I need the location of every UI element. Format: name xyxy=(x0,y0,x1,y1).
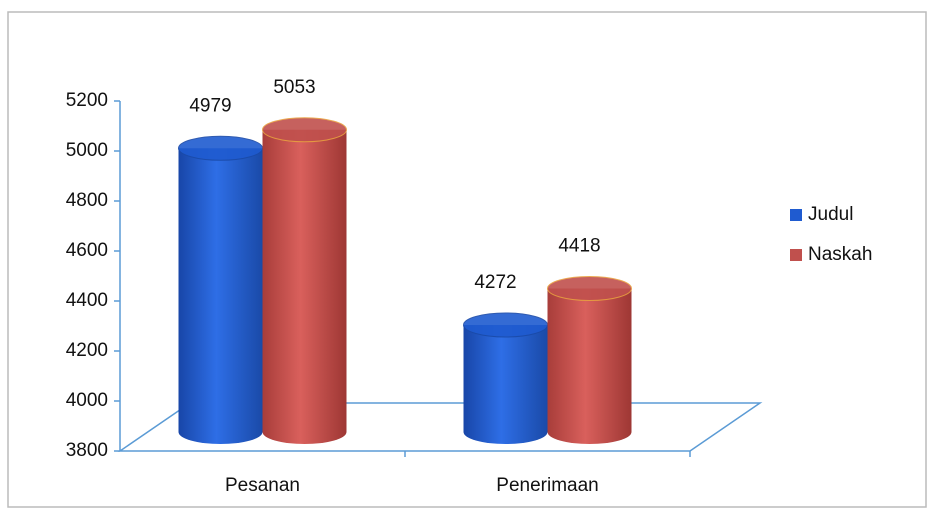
y-tick-label: 4600 xyxy=(66,240,108,261)
cylinder-top xyxy=(178,135,263,161)
y-tick-label: 5000 xyxy=(66,140,108,161)
cylinder-top xyxy=(547,276,632,301)
cylinder-top xyxy=(463,312,548,338)
floor xyxy=(117,402,763,452)
x-tick-label: Penerimaan xyxy=(496,475,598,496)
cylinder xyxy=(262,129,347,444)
x-tick-label: Pesanan xyxy=(225,475,300,496)
y-tick-label: 4000 xyxy=(66,390,108,411)
cylinder-top xyxy=(262,117,347,143)
y-tick-label: 4800 xyxy=(66,190,108,211)
cylinder xyxy=(178,148,263,444)
y-tick-label: 5200 xyxy=(66,90,108,111)
data-label: 4979 xyxy=(189,95,231,116)
y-tick-label: 4200 xyxy=(66,340,108,361)
data-label: 5053 xyxy=(273,77,315,98)
legend-label: Judul xyxy=(808,204,853,225)
cylinder xyxy=(547,288,632,444)
y-tick-label: 4400 xyxy=(66,290,108,311)
legend-label: Naskah xyxy=(808,244,872,265)
legend-swatch xyxy=(790,249,802,261)
data-label: 4272 xyxy=(474,272,516,293)
legend-swatch xyxy=(790,209,802,221)
cylinder xyxy=(463,325,548,444)
y-tick-label: 3800 xyxy=(66,440,108,461)
data-label: 4418 xyxy=(558,236,600,257)
